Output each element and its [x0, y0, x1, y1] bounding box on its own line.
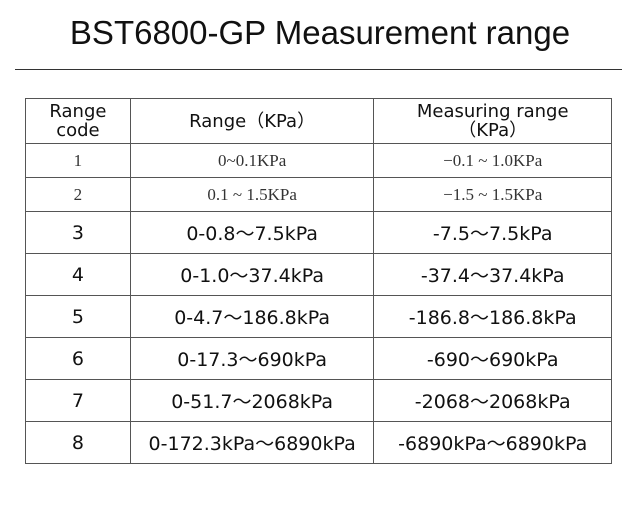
table-cell: 1	[25, 143, 131, 178]
table-row: 2 0.1 ~ 1.5KPa −1.5 ~ 1.5KPa	[25, 177, 612, 212]
table-cell: -2068～2068kPa	[373, 379, 612, 422]
column-header-text: Range（KPa）	[189, 110, 316, 132]
table-cell: 5	[25, 295, 131, 338]
table-cell: -6890kPa～6890kPa	[373, 421, 612, 464]
table-cell: −0.1 ~ 1.0KPa	[373, 143, 612, 178]
table-row: 5 0-4.7～186.8kPa -186.8～186.8kPa	[25, 295, 612, 338]
table-cell: 0-4.7～186.8kPa	[129, 295, 375, 338]
table-cell: 8	[25, 421, 131, 464]
page-title: BST6800-GP Measurement range	[69, 14, 571, 51]
table-row: 4 0-1.0～37.4kPa -37.4～37.4kPa	[25, 253, 612, 296]
table-cell: 4	[25, 253, 131, 296]
range-table: Range code Range（KPa） Measuring range（KPa）…	[25, 98, 612, 464]
title-rule	[15, 69, 622, 70]
table-cell: 6	[25, 337, 131, 380]
table-cell: 0-0.8～7.5kPa	[129, 211, 375, 254]
table-cell: -690～690kPa	[373, 337, 612, 380]
table-cell: 0.1 ~ 1.5KPa	[129, 177, 375, 212]
column-header: Measuring range（KPa）	[373, 98, 612, 144]
table-cell: 3	[25, 211, 131, 254]
column-header-text: Range code	[49, 101, 107, 141]
table-cell: −1.5 ~ 1.5KPa	[373, 177, 612, 212]
table-row: 1 0~0.1KPa −0.1 ~ 1.0KPa	[25, 143, 612, 178]
table-row: 8 0-172.3kPa～6890kPa -6890kPa～6890kPa	[25, 421, 612, 464]
table-cell: -186.8～186.8kPa	[373, 295, 612, 338]
table-row: 3 0-0.8～7.5kPa -7.5～7.5kPa	[25, 211, 612, 254]
table-cell: -7.5～7.5kPa	[373, 211, 612, 254]
table-cell: 2	[25, 177, 131, 212]
table-row: 7 0-51.7～2068kPa -2068～2068kPa	[25, 379, 612, 422]
table-cell: 7	[25, 379, 131, 422]
table-cell: 0-17.3～690kPa	[129, 337, 375, 380]
table-row: 6 0-17.3～690kPa -690～690kPa	[25, 337, 612, 380]
column-header-text: Measuring range（KPa）	[416, 101, 569, 141]
table-cell: 0~0.1KPa	[129, 143, 375, 178]
column-header: Range code	[25, 98, 131, 144]
table-cell: 0-172.3kPa～6890kPa	[129, 421, 375, 464]
table-cell: 0-51.7～2068kPa	[129, 379, 375, 422]
table-cell: 0-1.0～37.4kPa	[129, 253, 375, 296]
header-row: Range code Range（KPa） Measuring range（KPa）	[25, 98, 612, 144]
table-cell: -37.4～37.4kPa	[373, 253, 612, 296]
column-header: Range（KPa）	[129, 98, 375, 144]
